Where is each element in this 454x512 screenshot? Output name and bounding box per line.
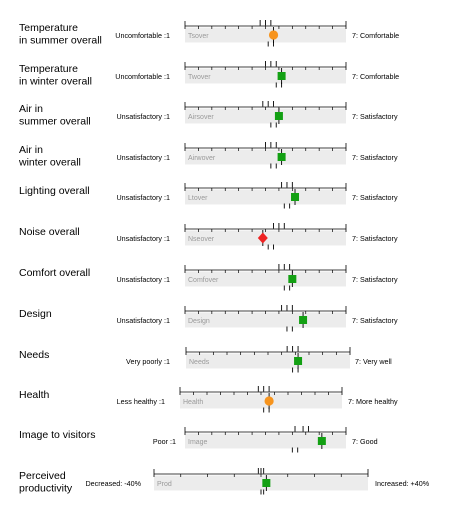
scale-high-label: 7: Satisfactory	[352, 275, 398, 284]
variable-name: Health	[183, 399, 203, 406]
scale-high-label: 7: Satisfactory	[352, 153, 398, 162]
scale-low-label: Unsatisfactory :1	[116, 275, 170, 284]
scale-low-label: Less healthy :1	[117, 397, 165, 406]
scale-low-label: Unsatisfactory :1	[116, 112, 170, 121]
mean-marker	[257, 232, 268, 244]
row-label: Air in	[19, 144, 43, 156]
mean-marker	[294, 357, 303, 365]
scale-high-label: 7: Good	[352, 437, 378, 446]
scale-row: Comfort overall Unsatisfactory :1 7: Satis…	[19, 264, 398, 291]
scale-low-label: Unsatisfactory :1	[116, 316, 170, 325]
scale-low-label: Unsatisfactory :1	[116, 234, 170, 243]
variable-name: Image	[188, 439, 208, 446]
row-label: Comfort overall	[19, 267, 90, 279]
scale-low-label: Poor :1	[153, 437, 176, 446]
variable-name: Twover	[188, 74, 211, 81]
row-label: summer overall	[19, 116, 91, 128]
mean-marker	[288, 275, 297, 283]
scale-low-label: Uncomfortable :1	[115, 72, 170, 81]
scale-bar	[185, 189, 346, 205]
mean-marker	[277, 153, 286, 161]
scale-low-label: Unsatisfactory :1	[116, 193, 170, 202]
scale-low-label: Very poorly :1	[126, 357, 170, 366]
scale-high-label: Increased: +40%	[375, 479, 430, 488]
mean-marker	[274, 112, 283, 120]
row-label: productivity	[19, 483, 73, 495]
scale-bar	[185, 271, 346, 287]
scale-bar	[180, 393, 342, 409]
row-label: Health	[19, 389, 50, 401]
row-label: Lighting overall	[19, 185, 90, 197]
scale-bar	[185, 27, 346, 43]
mean-marker	[262, 479, 271, 487]
scale-bar	[186, 353, 350, 369]
variable-name: Needs	[189, 359, 210, 366]
scale-row: Design Unsatisfactory :1 7: Satisfactory De…	[19, 305, 398, 332]
scale-high-label: 7: Satisfactory	[352, 234, 398, 243]
scale-high-label: 7: Satisfactory	[352, 112, 398, 121]
scale-bar	[185, 433, 346, 449]
row-label: Design	[19, 308, 52, 320]
row-label: Air in	[19, 103, 43, 115]
variable-name: Airsover	[188, 114, 214, 121]
mean-marker	[291, 193, 300, 201]
row-label: Temperature	[19, 63, 78, 75]
variable-name: Comfover	[188, 277, 219, 284]
row-label: in winter overall	[19, 76, 92, 88]
scale-row: Lighting overall Unsatisfactory :1 7: Sati…	[19, 182, 398, 209]
row-label: Perceived	[19, 470, 66, 482]
row-label: Noise overall	[19, 226, 80, 238]
scale-low-label: Unsatisfactory :1	[116, 153, 170, 162]
scale-row: Needs Very poorly :1 7: Very well Needs	[19, 346, 392, 373]
scale-bar	[185, 149, 346, 165]
row-label: in summer overall	[19, 35, 102, 47]
variable-name: Airwover	[188, 155, 216, 162]
scale-high-label: 7: Comfortable	[352, 31, 399, 40]
mean-marker	[277, 72, 286, 80]
mean-marker	[317, 437, 326, 445]
mean-marker	[268, 30, 279, 40]
scale-high-label: 7: Satisfactory	[352, 193, 398, 202]
variable-name: Prod	[157, 481, 172, 488]
scale-bar	[154, 475, 368, 491]
scale-row: Noise overall Unsatisfactory :1 7: Satisfa…	[19, 223, 398, 250]
scale-high-label: 7: Comfortable	[352, 72, 399, 81]
row-label: Needs	[19, 349, 49, 361]
scale-bar	[185, 108, 346, 124]
variable-name: Nseover	[188, 236, 215, 243]
scale-high-label: 7: Very well	[355, 357, 392, 366]
variable-name: Ltover	[188, 195, 208, 202]
variable-name: Design	[188, 318, 210, 325]
mean-marker	[299, 316, 308, 324]
scale-high-label: 7: More healthy	[348, 397, 398, 406]
scale-low-label: Uncomfortable :1	[115, 31, 170, 40]
scale-row: Image to visitors Poor :1 7: Good Image	[19, 426, 378, 453]
mean-marker	[264, 396, 274, 406]
scale-low-label: Decreased: -40%	[85, 479, 141, 488]
scale-row: Health Less healthy :1 7: More healthy Heal…	[19, 386, 398, 413]
variable-name: Tsover	[188, 33, 209, 40]
scale-high-label: 7: Satisfactory	[352, 316, 398, 325]
row-label: Image to visitors	[19, 429, 95, 441]
row-label: winter overall	[18, 157, 81, 169]
row-label: Temperature	[19, 22, 78, 34]
scale-bar	[185, 68, 346, 84]
